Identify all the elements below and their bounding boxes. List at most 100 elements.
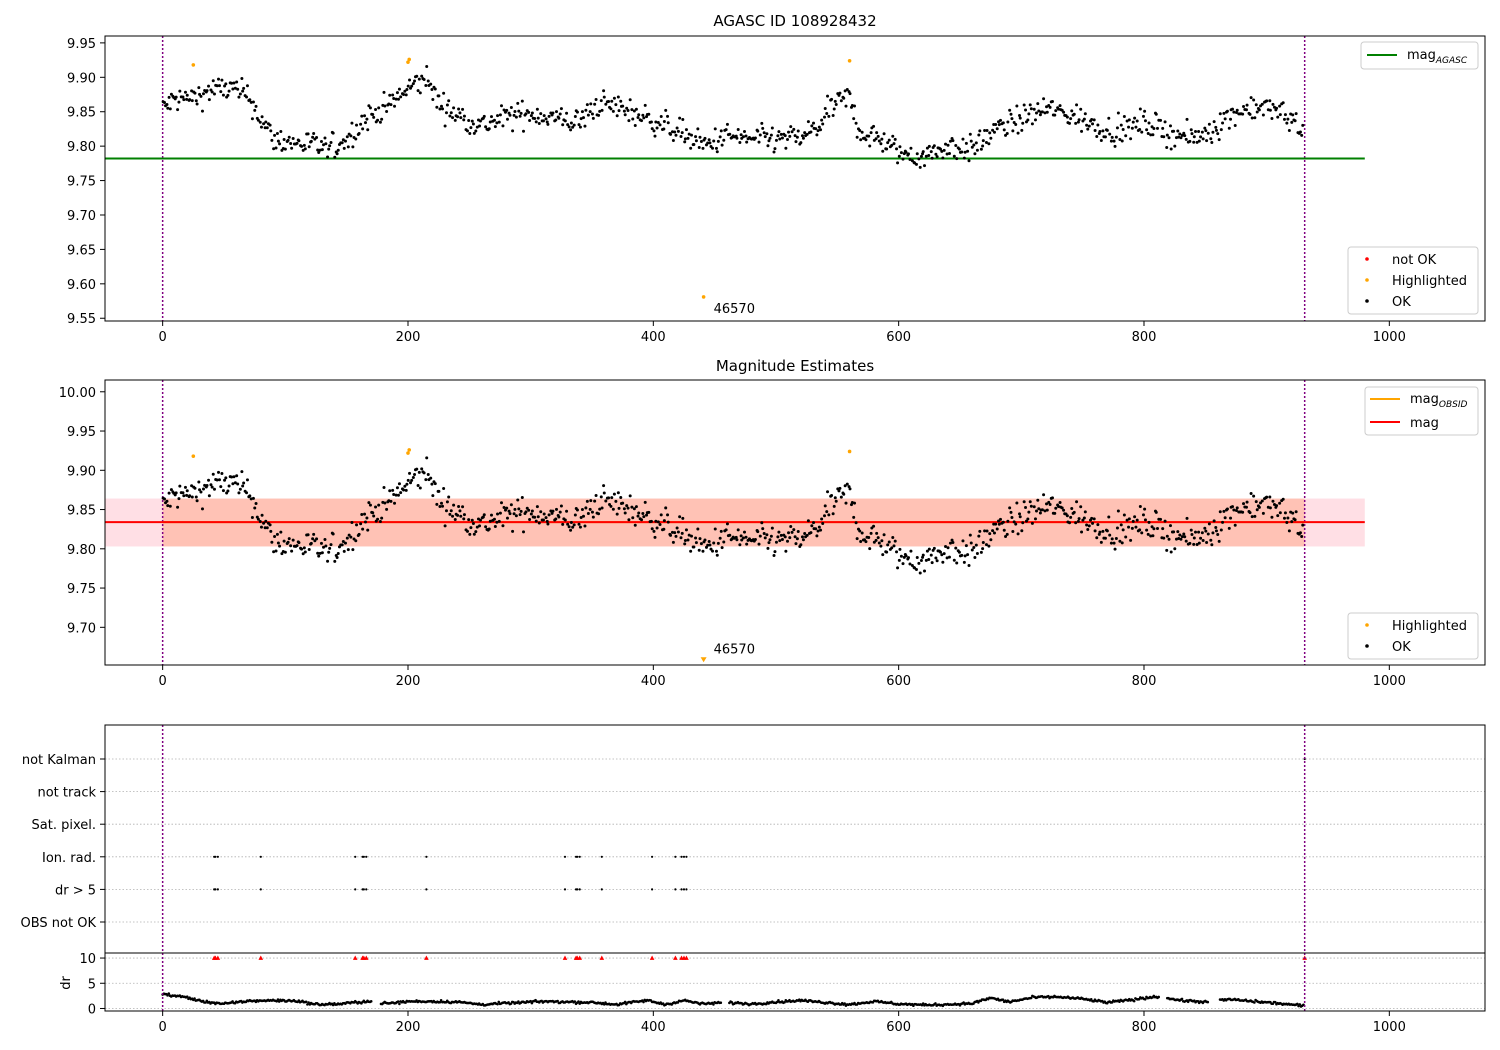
ok-point: [942, 552, 946, 556]
x-tick-label: 200: [396, 1020, 421, 1035]
ok-point: [784, 549, 788, 553]
ok-point: [1278, 511, 1282, 515]
ok-point: [1054, 506, 1058, 510]
ok-point: [1255, 508, 1259, 512]
ok-point: [312, 532, 316, 536]
ok-point: [837, 93, 841, 97]
ok-point: [1110, 537, 1114, 541]
ok-point: [799, 543, 803, 547]
ok-point: [399, 95, 403, 99]
ok-point: [799, 141, 803, 145]
ok-point: [245, 95, 249, 99]
ok-point: [1135, 119, 1139, 123]
ok-point: [1033, 517, 1037, 521]
ok-point: [459, 514, 463, 518]
ok-point: [954, 546, 958, 550]
ok-point: [307, 145, 311, 149]
ok-point: [1122, 513, 1126, 517]
ok-point: [475, 525, 479, 529]
ok-point: [805, 533, 809, 537]
ok-point: [770, 126, 774, 130]
panel-2-legend-top[interactable]: magOBSID mag: [1364, 386, 1479, 436]
ok-point: [1108, 132, 1112, 136]
ok-point: [1270, 515, 1274, 519]
ok-point: [1216, 533, 1220, 537]
ok-point: [643, 103, 647, 107]
ok-point: [438, 107, 442, 111]
ok-point: [935, 559, 939, 563]
ok-point: [736, 528, 740, 532]
svg-text:magAGASC: magAGASC: [1407, 48, 1468, 66]
highlighted-point: [701, 295, 706, 299]
ok-point: [283, 147, 287, 151]
ok-point: [583, 124, 587, 128]
ok-point: [778, 539, 782, 543]
ok-point: [855, 537, 859, 541]
ok-point: [1206, 532, 1210, 536]
dr-point: [185, 995, 189, 998]
panel-2-legend-bottom[interactable]: Highlighted OK: [1347, 612, 1479, 660]
panel-1-legend-top[interactable]: magAGASC: [1360, 41, 1479, 70]
ok-point: [516, 498, 520, 502]
ok-point: [1271, 499, 1275, 503]
ok-point: [1275, 504, 1279, 508]
panel-2-frame: [104, 379, 1486, 666]
ok-point: [1018, 512, 1022, 516]
ok-point: [992, 531, 996, 535]
ok-point: [584, 108, 588, 112]
legend-label-mag-agasc: mag: [1407, 48, 1436, 63]
ok-point: [1200, 531, 1204, 535]
ok-point: [634, 107, 638, 111]
ok-point: [1214, 525, 1218, 529]
ok-point: [176, 108, 180, 112]
ok-point: [1108, 533, 1112, 537]
ok-point: [776, 134, 780, 138]
ok-point: [1257, 505, 1261, 509]
ok-point: [837, 489, 841, 493]
ok-point: [415, 74, 419, 78]
ok-point: [1105, 529, 1109, 533]
ok-point: [774, 138, 778, 142]
ok-point: [1138, 128, 1142, 132]
ok-point: [1022, 103, 1026, 107]
ok-point: [346, 145, 350, 149]
ok-point: [1225, 109, 1229, 113]
ok-point: [715, 553, 719, 557]
ok-point: [640, 119, 644, 123]
ok-point: [692, 545, 696, 549]
ok-point: [683, 140, 687, 144]
ok-point: [806, 120, 810, 124]
ok-point: [1180, 535, 1184, 539]
ok-point: [598, 507, 602, 511]
ok-point: [265, 126, 269, 130]
ok-point: [1096, 523, 1100, 527]
ok-point: [389, 499, 393, 503]
ok-point: [760, 121, 764, 125]
ok-point: [457, 107, 461, 111]
ok-point: [248, 98, 252, 102]
ok-point: [437, 94, 441, 98]
ok-point: [1252, 98, 1256, 102]
ok-point: [439, 104, 443, 108]
ok-point: [269, 529, 273, 533]
ok-point: [232, 475, 236, 479]
ok-point: [844, 104, 848, 108]
ok-point: [1154, 510, 1158, 514]
ok-point: [833, 99, 837, 103]
ok-point: [445, 103, 449, 107]
ok-point: [741, 135, 745, 139]
ok-point: [242, 86, 246, 90]
ok-point: [1118, 539, 1122, 543]
ok-point: [1275, 106, 1279, 110]
ok-point: [1011, 529, 1015, 533]
panel-1-legend-bottom[interactable]: not OK Highlighted OK: [1347, 246, 1479, 315]
ok-point: [1010, 117, 1014, 121]
dr-point: [1273, 1000, 1277, 1004]
ok-point: [1037, 507, 1041, 511]
ok-point: [1146, 131, 1150, 135]
ok-point: [497, 120, 501, 124]
y-tick-label: 9.90: [67, 71, 96, 86]
flag-point: [214, 855, 217, 858]
